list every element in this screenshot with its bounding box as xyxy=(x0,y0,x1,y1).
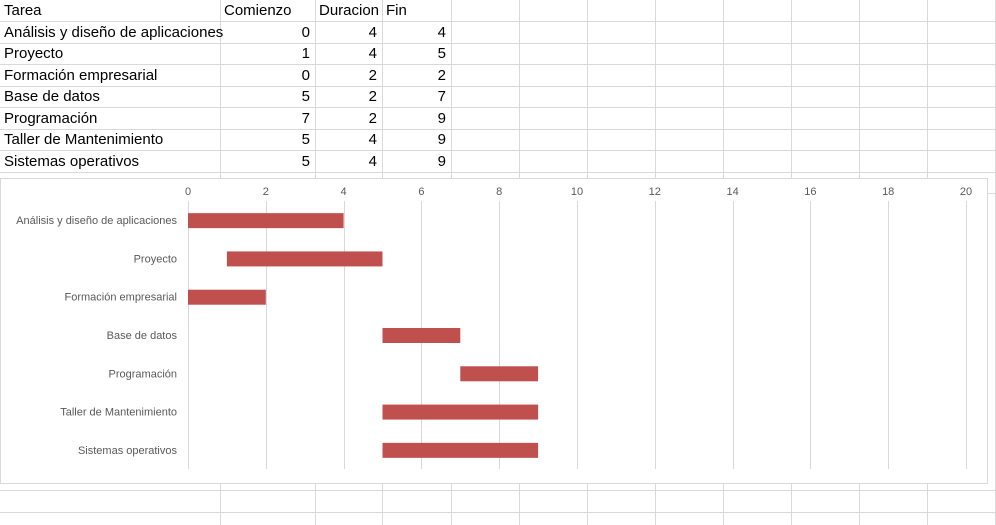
cell-fin[interactable]: 5 xyxy=(437,45,446,62)
x-tick-label: 16 xyxy=(804,186,816,198)
row-divider xyxy=(0,172,996,173)
gantt-bar xyxy=(382,328,461,343)
cell-tarea[interactable]: Taller de Mantenimiento xyxy=(4,131,164,148)
x-tick-label: 20 xyxy=(960,186,972,198)
x-tick-label: 12 xyxy=(649,186,661,198)
cell-comienzo[interactable]: 7 xyxy=(301,110,310,127)
category-label: Taller de Mantenimiento xyxy=(60,407,177,419)
cell-fin[interactable]: 9 xyxy=(437,153,446,170)
x-tick-label: 0 xyxy=(185,186,191,198)
cell-fin[interactable]: 9 xyxy=(437,131,446,148)
cell-comienzo[interactable]: 0 xyxy=(301,24,310,41)
cell-comienzo[interactable]: 0 xyxy=(301,67,310,84)
cell-tarea[interactable]: Base de datos xyxy=(4,88,100,105)
cell-tarea[interactable]: Formación empresarial xyxy=(4,67,158,84)
x-tick-label: 10 xyxy=(571,186,583,198)
category-label: Análisis y diseño de aplicaciones xyxy=(16,215,177,227)
cell-fin[interactable]: 7 xyxy=(437,88,446,105)
header-fin[interactable]: Fin xyxy=(386,2,407,19)
cell-duracion[interactable]: 4 xyxy=(368,24,377,41)
row-divider xyxy=(0,512,996,513)
cell-duracion[interactable]: 4 xyxy=(368,153,377,170)
cell-duracion[interactable]: 4 xyxy=(368,45,377,62)
cell-comienzo[interactable]: 5 xyxy=(301,153,310,170)
category-label: Proyecto xyxy=(134,253,177,265)
header-comienzo[interactable]: Comienzo xyxy=(224,2,292,19)
cell-tarea[interactable]: Proyecto xyxy=(4,45,64,62)
row-divider xyxy=(0,490,996,491)
row-divider xyxy=(0,150,996,151)
gantt-bar xyxy=(382,442,539,458)
cell-comienzo[interactable]: 5 xyxy=(301,131,310,148)
gantt-chart[interactable]: 0 2 4 6 8 10 12 14 16 18 20 Análisis y diseño de ap… xyxy=(0,178,988,484)
gantt-bar xyxy=(226,251,383,267)
cell-tarea[interactable]: Análisis y diseño de aplicaciones xyxy=(4,24,224,41)
x-tick-label: 6 xyxy=(418,186,424,198)
row-divider xyxy=(0,64,996,65)
cell-duracion[interactable]: 2 xyxy=(368,88,377,105)
category-label: Programación xyxy=(109,368,177,380)
x-tick-label: 2 xyxy=(263,186,269,198)
gantt-bar xyxy=(460,366,539,382)
x-tick-label: 8 xyxy=(496,186,502,198)
category-label: Sistemas operativos xyxy=(78,445,178,457)
row-divider xyxy=(0,129,996,130)
row-divider xyxy=(0,43,996,44)
header-tarea[interactable]: Tarea xyxy=(4,2,42,19)
gantt-chart-svg: 0 2 4 6 8 10 12 14 16 18 20 Análisis y diseño de ap… xyxy=(16,186,972,469)
gantt-bar xyxy=(382,404,539,420)
gantt-bar xyxy=(188,289,266,305)
cell-duracion[interactable]: 2 xyxy=(368,110,377,127)
row-divider xyxy=(0,107,996,108)
category-label: Formación empresarial xyxy=(65,292,177,304)
cell-fin[interactable]: 2 xyxy=(437,67,446,84)
cell-tarea[interactable]: Sistemas operativos xyxy=(4,153,140,170)
cell-comienzo[interactable]: 1 xyxy=(301,45,310,62)
row-divider xyxy=(0,86,996,87)
cell-fin[interactable]: 4 xyxy=(437,24,446,41)
x-tick-label: 18 xyxy=(882,186,894,198)
cell-fin[interactable]: 9 xyxy=(437,110,446,127)
x-tick-label: 14 xyxy=(726,186,738,198)
row-divider xyxy=(0,21,996,22)
cell-comienzo[interactable]: 5 xyxy=(301,88,310,105)
category-label: Base de datos xyxy=(107,330,178,342)
cell-tarea[interactable]: Programación xyxy=(4,110,98,127)
x-tick-label: 4 xyxy=(341,186,347,198)
cell-duracion[interactable]: 2 xyxy=(368,67,377,84)
header-duracion[interactable]: Duracion xyxy=(319,2,380,19)
cell-duracion[interactable]: 4 xyxy=(368,131,377,148)
gantt-bar xyxy=(188,213,344,229)
